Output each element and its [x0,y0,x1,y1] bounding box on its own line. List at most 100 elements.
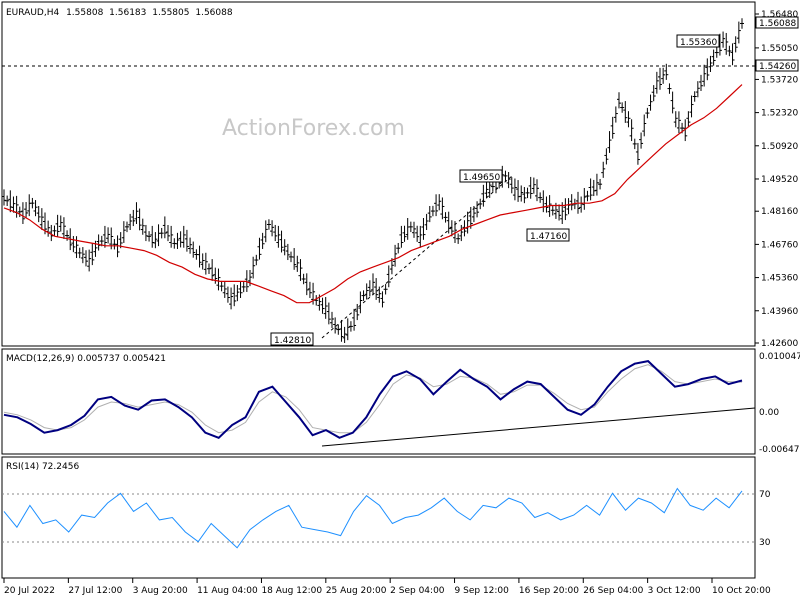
rsi-line [3,487,743,549]
price-bar [509,177,514,194]
price-bar [623,101,628,123]
price-tick-label: 1.46760 [761,240,798,250]
price-bar [468,206,473,229]
price-bar [550,205,555,216]
price-bar [585,190,590,202]
price-bar [626,111,631,128]
price-bar [5,195,10,206]
macd-trend-line [321,407,756,447]
price-bar [254,254,259,266]
price-bar [399,225,404,248]
price-axis: 1.56480 1.55050 1.53720 1.52320 1.50920 1.495… [755,10,798,349]
price-bar [84,250,88,267]
price-bar [617,92,621,109]
price-bar [118,232,123,249]
moving-average-line [3,84,743,304]
price-bar [33,200,38,217]
price-bar [443,212,448,223]
price-bar [216,268,221,291]
price-bar [535,179,539,202]
price-bar [490,181,495,192]
price-bar [481,184,486,207]
macd-signal-line [3,364,743,434]
price-bar [563,198,568,221]
price-bar [594,173,599,196]
price-bar [207,263,211,274]
price-bar [24,202,29,219]
price-bar [71,236,76,253]
price-bar [229,287,234,310]
price-bar [301,273,306,285]
price-bar [377,286,382,303]
price-bar [673,111,678,128]
price-bar [203,252,208,275]
price-bar [598,178,603,190]
price-bar [58,215,63,232]
rsi-panel-frame [1,456,756,579]
price-bar [225,286,230,303]
price-bar [449,220,454,237]
price-bar [607,131,612,153]
price-bar [427,205,432,223]
time-tick-label: 16 Sep 20:00 [519,586,579,596]
price-bar [90,243,95,266]
price-bar [87,249,92,272]
high-value: 1.56183 [109,8,146,18]
price-bar [538,192,543,203]
price-bar [222,281,227,298]
price-bar [714,47,719,58]
time-tick-label: 20 Jul 2022 [4,586,55,596]
price-bar [197,245,202,268]
price-tick-label: 1.42600 [761,339,798,349]
time-tick-label: 9 Sep 12:00 [455,586,510,596]
price-bar [557,204,562,221]
price-bar [721,31,726,48]
time-tick-label: 26 Sep 04:00 [583,586,643,596]
price-bar [683,119,688,142]
price-bar [544,196,549,213]
price-bar [733,36,738,53]
price-bar [169,225,174,248]
price-bar [162,216,167,239]
price-bar [257,237,262,260]
price-bar [352,308,357,331]
reference-price-tag: 1.54260 [755,59,799,72]
price-bar [358,291,363,314]
price-bar [686,111,691,128]
price-bar [260,232,265,249]
price-bar [147,231,152,242]
price-bar [531,177,536,194]
macd-line [3,360,743,439]
price-bar [667,83,672,94]
current-price-label: 1.56088 [759,19,796,29]
price-bar [528,176,533,199]
price-bar [36,205,41,223]
price-bar [263,220,268,243]
price-bar [437,194,442,211]
price-bar [326,302,331,325]
current-price-tag: 1.56088 [755,16,799,29]
price-bar [298,259,303,281]
price-bar [629,119,634,142]
price-bar [355,303,360,321]
price-bar [279,230,284,253]
price-bar [137,208,142,231]
price-bar [676,111,681,134]
price-bar [128,213,133,231]
price-bar [235,285,240,302]
annotation-high-1: 1.55360 [676,34,720,48]
price-bar [102,225,107,248]
price-bar [525,187,530,199]
price-bar [692,91,697,102]
price-bar [569,194,574,211]
rsi-title: RSI(14) 72.2456 [6,462,79,472]
time-tick-label: 11 Aug 04:00 [197,586,258,596]
annotation-high-2: 1.49650 [459,169,503,183]
time-tick-label: 18 Aug 12:00 [261,586,322,596]
price-bar [503,170,508,182]
price-bar [740,18,744,29]
annotation-low-2: 1.42810 [270,332,314,346]
price-bar [727,45,732,57]
price-bar [244,270,249,292]
